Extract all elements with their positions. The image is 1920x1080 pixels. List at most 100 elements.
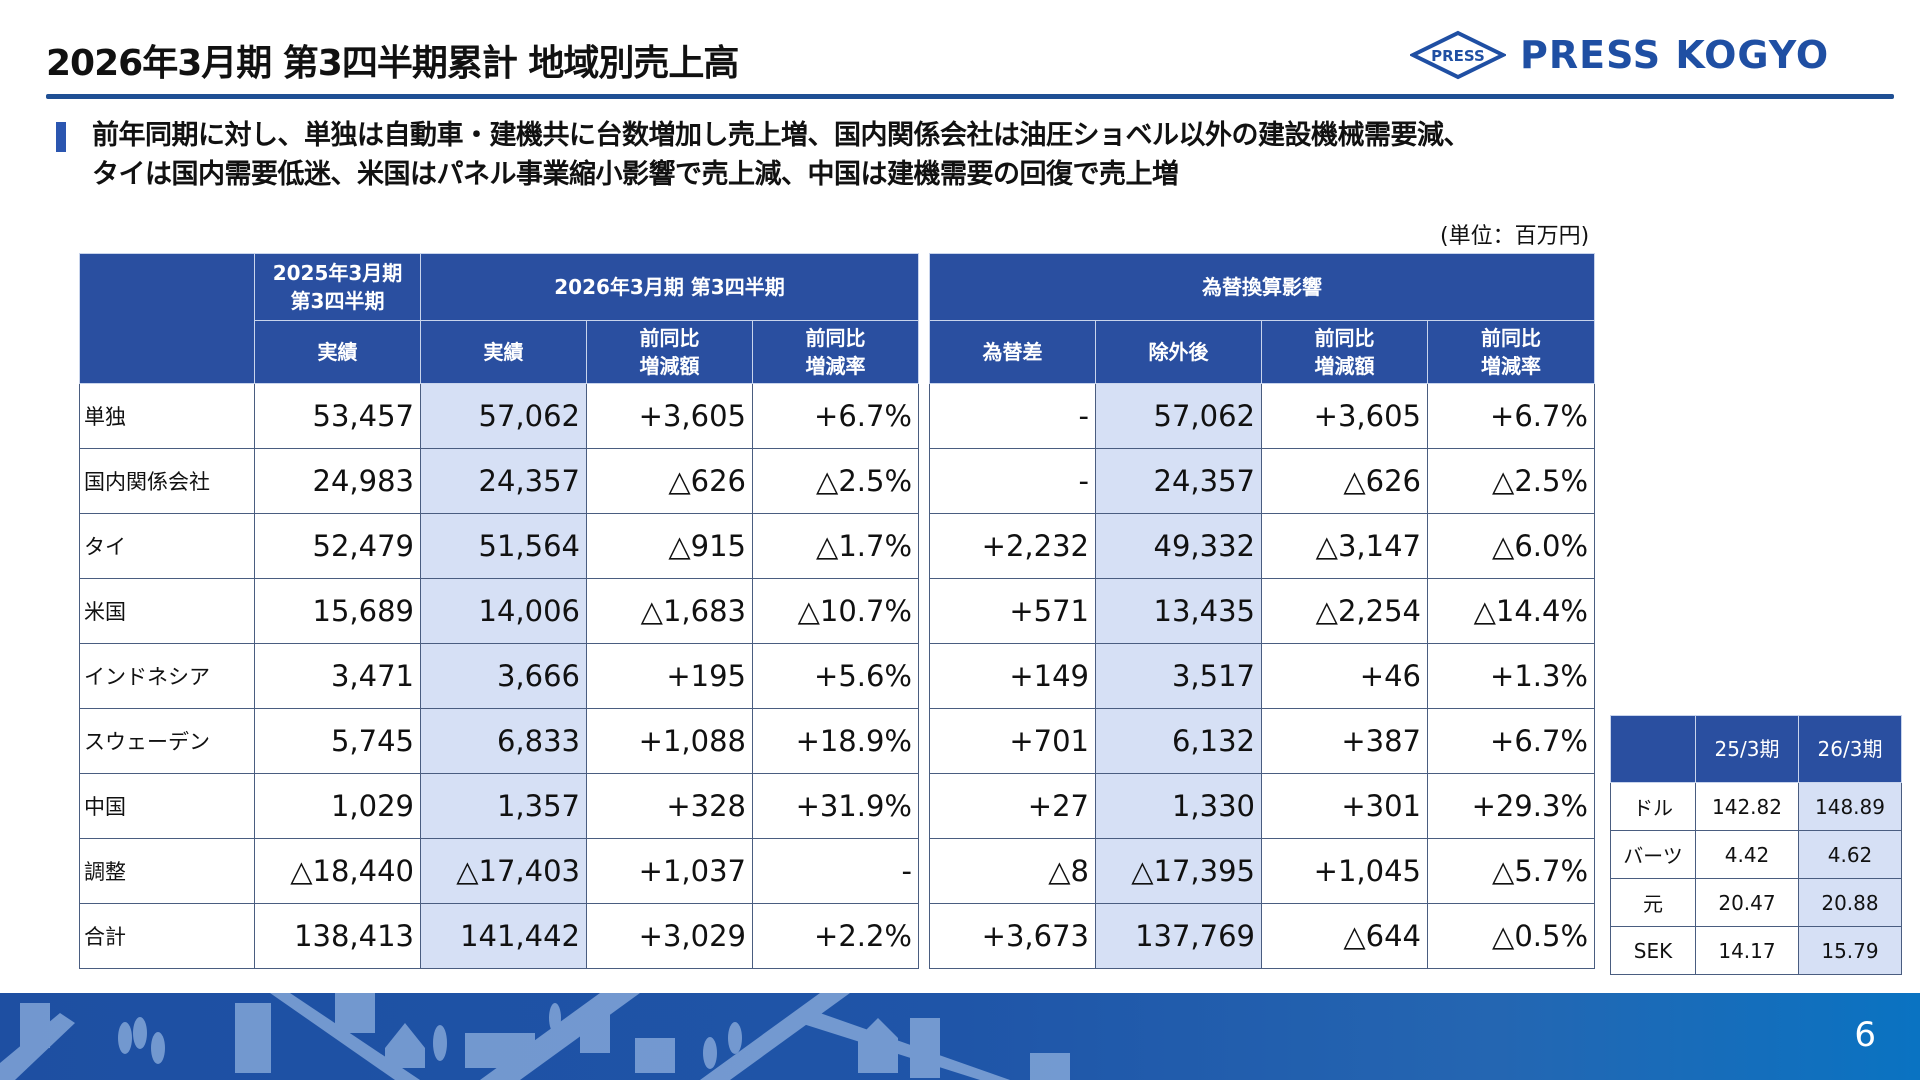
curr-actual-cell: 57,062 [420, 383, 587, 449]
lead-line-2: タイは国内需要低迷、米国はパネル事業縮小影響で売上減、中国は建機需要の回復で売上… [92, 159, 1179, 190]
fx-diff-cell: - [929, 448, 1096, 514]
curr-actual-cell: 141,442 [420, 903, 587, 969]
currency-label: SEK [1610, 926, 1696, 975]
curr-actual-cell: △17,403 [420, 838, 587, 904]
excl-yoy-rate-cell: △0.5% [1427, 903, 1595, 969]
fx-diff-cell: +149 [929, 643, 1096, 709]
fx-row: 元 20.47 20.88 [1610, 878, 1902, 927]
prev-actual-cell: 1,029 [254, 773, 421, 839]
yoy-diff-cell: △626 [586, 448, 753, 514]
yoy-diff-cell: △1,683 [586, 578, 753, 644]
regional-sales-table: 2025年3月期 第3四半期 2026年3月期 第3四半期 実績 実績 前同比 増減… [79, 253, 919, 969]
region-label: 米国 [79, 578, 255, 644]
page-number: 6 [1854, 1015, 1876, 1055]
company-logo: PRESS PRESS KOGYO [1410, 30, 1829, 80]
prev-actual-cell: 138,413 [254, 903, 421, 969]
excl-yoy-rate-cell: +1.3% [1427, 643, 1595, 709]
prev-actual-cell: △18,440 [254, 838, 421, 904]
table-row: 合計 138,413 141,442 +3,029 +2.2% [79, 903, 919, 969]
header-excl-fx: 除外後 [1095, 320, 1262, 384]
header-fx-impact: 為替換算影響 [929, 253, 1595, 321]
region-label: インドネシア [79, 643, 255, 709]
excl-yoy-rate-cell: +29.3% [1427, 773, 1595, 839]
table-row: インドネシア 3,471 3,666 +195 +5.6% [79, 643, 919, 709]
city-illustration-icon [0, 993, 1070, 1080]
excl-yoy-diff-cell: +1,045 [1261, 838, 1428, 904]
excl-yoy-diff-cell: +46 [1261, 643, 1428, 709]
excl-yoy-rate-cell: +6.7% [1427, 383, 1595, 449]
header-prev-period: 2025年3月期 第3四半期 [254, 253, 421, 321]
fx-header-blank [1610, 715, 1696, 783]
fx-diff-cell: +571 [929, 578, 1096, 644]
lead-summary: 前年同期に対し、単独は自動車・建機共に台数増加し売上増、国内関係会社は油圧ショベ… [92, 116, 1471, 194]
fx-prev-cell: 20.47 [1695, 878, 1799, 927]
fx-prev-cell: 4.42 [1695, 830, 1799, 879]
region-label: 国内関係会社 [79, 448, 255, 514]
currency-label: 元 [1610, 878, 1696, 927]
unit-label: (単位：百万円) [1440, 224, 1590, 249]
excl-fx-cell: △17,395 [1095, 838, 1262, 904]
header-excl-yoy-rate: 前同比 増減率 [1427, 320, 1595, 384]
excl-yoy-rate-cell: △5.7% [1427, 838, 1595, 904]
table-row: -57,062 +3,605 +6.7% [929, 383, 1595, 449]
prev-actual-cell: 3,471 [254, 643, 421, 709]
table-row: 調整 △18,440 △17,403 +1,037- [79, 838, 919, 904]
table-row: +27 1,330 +301 +29.3% [929, 773, 1595, 839]
region-label: 合計 [79, 903, 255, 969]
yoy-rate-cell: △2.5% [752, 448, 919, 514]
table-row: -24,357 △626 △2.5% [929, 448, 1595, 514]
page-title: 2026年3月期 第3四半期累計 地域別売上高 [46, 43, 739, 84]
header-yoy-diff: 前同比 増減額 [586, 320, 753, 384]
header-curr-period: 2026年3月期 第3四半期 [420, 253, 919, 321]
yoy-rate-cell: △10.7% [752, 578, 919, 644]
region-label: タイ [79, 513, 255, 579]
excl-fx-cell: 6,132 [1095, 708, 1262, 774]
excl-fx-cell: 137,769 [1095, 903, 1262, 969]
excl-yoy-rate-cell: △14.4% [1427, 578, 1595, 644]
fx-diff-cell: △8 [929, 838, 1096, 904]
region-header-blank [79, 253, 255, 384]
yoy-diff-cell: +3,605 [586, 383, 753, 449]
excl-fx-cell: 13,435 [1095, 578, 1262, 644]
yoy-rate-cell: +5.6% [752, 643, 919, 709]
fx-diff-cell: +27 [929, 773, 1096, 839]
excl-yoy-diff-cell: △3,147 [1261, 513, 1428, 579]
yoy-diff-cell: +328 [586, 773, 753, 839]
excl-yoy-rate-cell: △2.5% [1427, 448, 1595, 514]
fx-curr-cell: 15.79 [1798, 926, 1902, 975]
excl-yoy-diff-cell: △2,254 [1261, 578, 1428, 644]
table-row: 単独 53,457 57,062 +3,605 +6.7% [79, 383, 919, 449]
header-prev-actual: 実績 [254, 320, 421, 384]
header-curr-actual: 実績 [420, 320, 587, 384]
svg-text:PRESS: PRESS [1431, 47, 1485, 65]
curr-actual-cell: 1,357 [420, 773, 587, 839]
table-row: タイ 52,479 51,564 △915 △1.7% [79, 513, 919, 579]
excl-yoy-rate-cell: +6.7% [1427, 708, 1595, 774]
region-label: 調整 [79, 838, 255, 904]
yoy-rate-cell: +18.9% [752, 708, 919, 774]
title-divider [46, 94, 1894, 99]
excl-yoy-diff-cell: +3,605 [1261, 383, 1428, 449]
fx-prev-cell: 14.17 [1695, 926, 1799, 975]
curr-actual-cell: 3,666 [420, 643, 587, 709]
table-row: 米国 15,689 14,006 △1,683 △10.7% [79, 578, 919, 644]
curr-actual-cell: 6,833 [420, 708, 587, 774]
lead-bullet-bar [56, 122, 66, 152]
yoy-diff-cell: +195 [586, 643, 753, 709]
table-row: +571 13,435 △2,254 △14.4% [929, 578, 1595, 644]
fx-row: バーツ 4.42 4.62 [1610, 830, 1902, 879]
fx-diff-cell: +3,673 [929, 903, 1096, 969]
yoy-rate-cell: +2.2% [752, 903, 919, 969]
excl-fx-cell: 57,062 [1095, 383, 1262, 449]
curr-actual-cell: 51,564 [420, 513, 587, 579]
prev-actual-cell: 52,479 [254, 513, 421, 579]
excl-fx-cell: 1,330 [1095, 773, 1262, 839]
yoy-diff-cell: +1,037 [586, 838, 753, 904]
excl-yoy-diff-cell: +387 [1261, 708, 1428, 774]
yoy-rate-cell: △1.7% [752, 513, 919, 579]
table-row: スウェーデン 5,745 6,833 +1,088 +18.9% [79, 708, 919, 774]
prev-actual-cell: 15,689 [254, 578, 421, 644]
fx-row: SEK 14.17 15.79 [1610, 926, 1902, 975]
region-label: 単独 [79, 383, 255, 449]
excl-yoy-diff-cell: △626 [1261, 448, 1428, 514]
